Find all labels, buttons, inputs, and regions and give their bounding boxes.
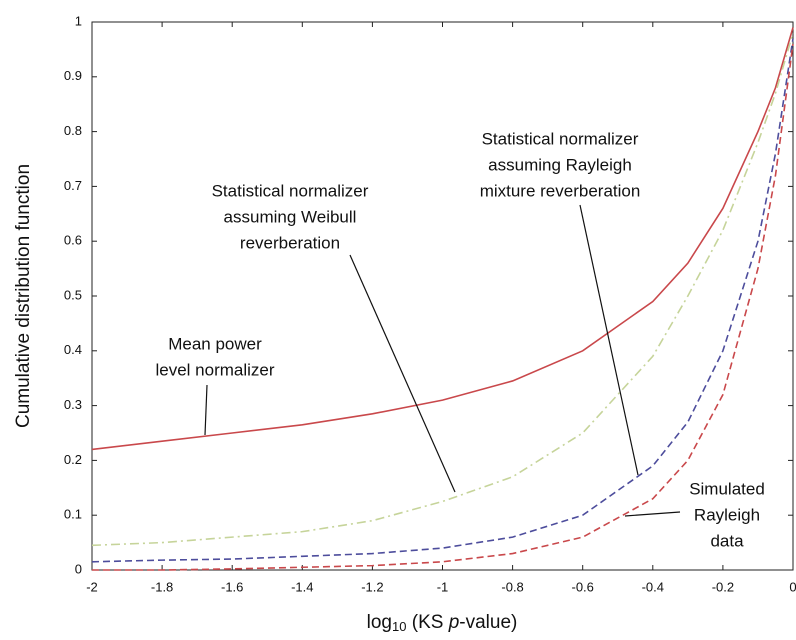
x-label-part: -value): [459, 612, 517, 633]
annotation: assuming Weibull: [224, 207, 357, 226]
annotation: Simulated: [689, 479, 765, 498]
annotation: data: [710, 531, 744, 550]
y-tick-label: 0.6: [64, 233, 82, 248]
series-line: [91, 32, 794, 547]
y-tick-label: 0.7: [64, 178, 82, 193]
annotation-pointer: [579, 204, 639, 476]
annotation: Statistical normalizer: [212, 181, 369, 200]
x-tick-label: -0.6: [571, 579, 593, 594]
y-tick-label: 0.8: [64, 123, 82, 138]
x-axis-label: log10 (KS p-value): [367, 612, 518, 634]
y-tick-label: 0.5: [64, 287, 82, 302]
annotation-pointer: [204, 384, 208, 436]
x-tick-label: -2: [86, 579, 98, 594]
x-tick-label: -1.8: [151, 579, 173, 594]
annotation: level normalizer: [155, 360, 274, 379]
x-tick-label: -1.2: [361, 579, 383, 594]
annotation-pointer: [624, 511, 681, 517]
y-tick-label: 0.1: [64, 507, 82, 522]
x-tick-label: -0.4: [642, 579, 664, 594]
series-line: [92, 43, 794, 571]
x-tick-label: -1.6: [221, 579, 243, 594]
x-tick-label: 0: [789, 579, 796, 594]
annotation-pointer: [349, 254, 456, 493]
y-tick-label: 0: [75, 561, 82, 576]
x-label-part: 10: [392, 619, 406, 634]
annotation: Statistical normalizer: [482, 129, 639, 148]
x-label-part: log: [367, 612, 392, 633]
y-tick-label: 0.9: [64, 68, 82, 83]
annotation: Mean power: [168, 334, 262, 353]
annotation: assuming Rayleigh: [488, 155, 632, 174]
y-tick-label: 1: [75, 13, 82, 28]
annotation: mixture reverberation: [480, 181, 641, 200]
x-tick-label: -1: [437, 579, 449, 594]
y-tick-label: 0.3: [64, 397, 82, 412]
y-tick-label: 0.4: [64, 342, 82, 357]
x-tick-label: -0.8: [501, 579, 523, 594]
x-label-part: (KS: [406, 612, 448, 633]
y-tick-label: 0.2: [64, 452, 82, 467]
x-tick-label: -1.4: [291, 579, 313, 594]
annotation: reverberation: [240, 233, 340, 252]
series-line: [91, 38, 794, 563]
y-axis-label: Cumulative distribution function: [13, 164, 34, 428]
series-line: [91, 27, 794, 451]
x-tick-label: -0.2: [712, 579, 734, 594]
annotation: Rayleigh: [694, 505, 760, 524]
x-label-part: p: [448, 612, 460, 633]
